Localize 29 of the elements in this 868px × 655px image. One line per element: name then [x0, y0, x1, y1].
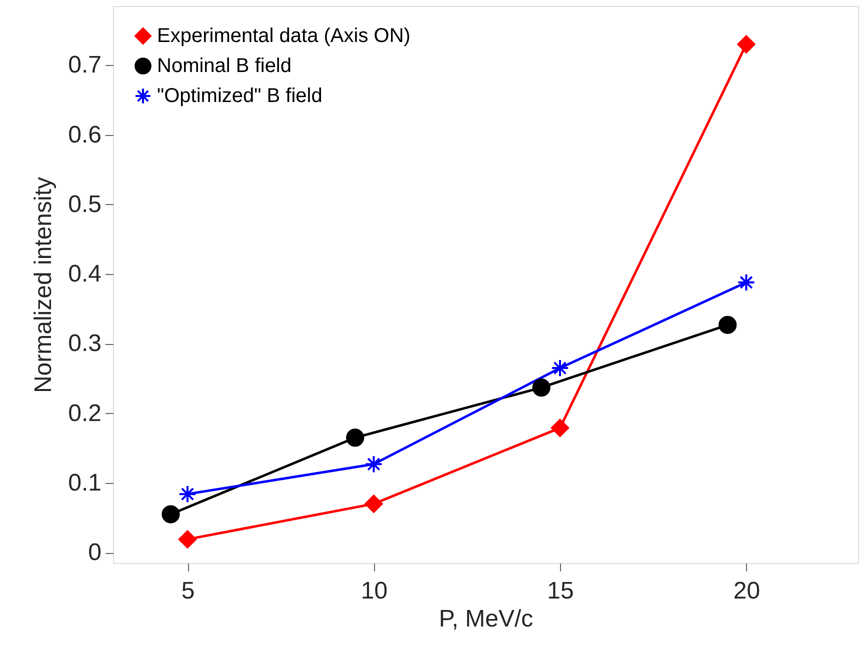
- x-axis-title: P, MeV/c: [438, 606, 534, 632]
- point: [550, 358, 570, 378]
- point: [737, 35, 756, 54]
- point: [718, 316, 737, 334]
- y-tick-label: 0.2: [68, 400, 102, 427]
- point: [178, 530, 197, 548]
- point: [178, 485, 197, 504]
- legend-label: "Optimized" B field: [157, 85, 322, 107]
- legend-label: Experimental data (Axis ON): [157, 25, 410, 47]
- y-tick-label: 0.6: [68, 121, 102, 148]
- point: [162, 505, 180, 524]
- x-tick-label: 15: [547, 578, 574, 604]
- y-tick-label: 0.1: [68, 469, 102, 496]
- point: [550, 418, 570, 437]
- y-tick-label: 0: [88, 539, 102, 566]
- legend-label: Nominal B field: [157, 55, 292, 77]
- point: [364, 494, 383, 513]
- x-tick-label: 5: [181, 578, 195, 604]
- y-tick-label: 0.3: [68, 330, 102, 358]
- x-tick-label: 10: [360, 578, 388, 604]
- point: [532, 378, 550, 397]
- y-axis-title: Normalized intensity: [30, 176, 58, 394]
- x-tick-label: 20: [733, 578, 760, 604]
- point: [364, 455, 383, 474]
- y-tick-label: 0.5: [68, 190, 102, 218]
- y-tick-label: 0.7: [68, 52, 102, 79]
- point: [737, 273, 756, 292]
- point: [346, 428, 364, 447]
- y-tick-label: 0.4: [68, 260, 102, 288]
